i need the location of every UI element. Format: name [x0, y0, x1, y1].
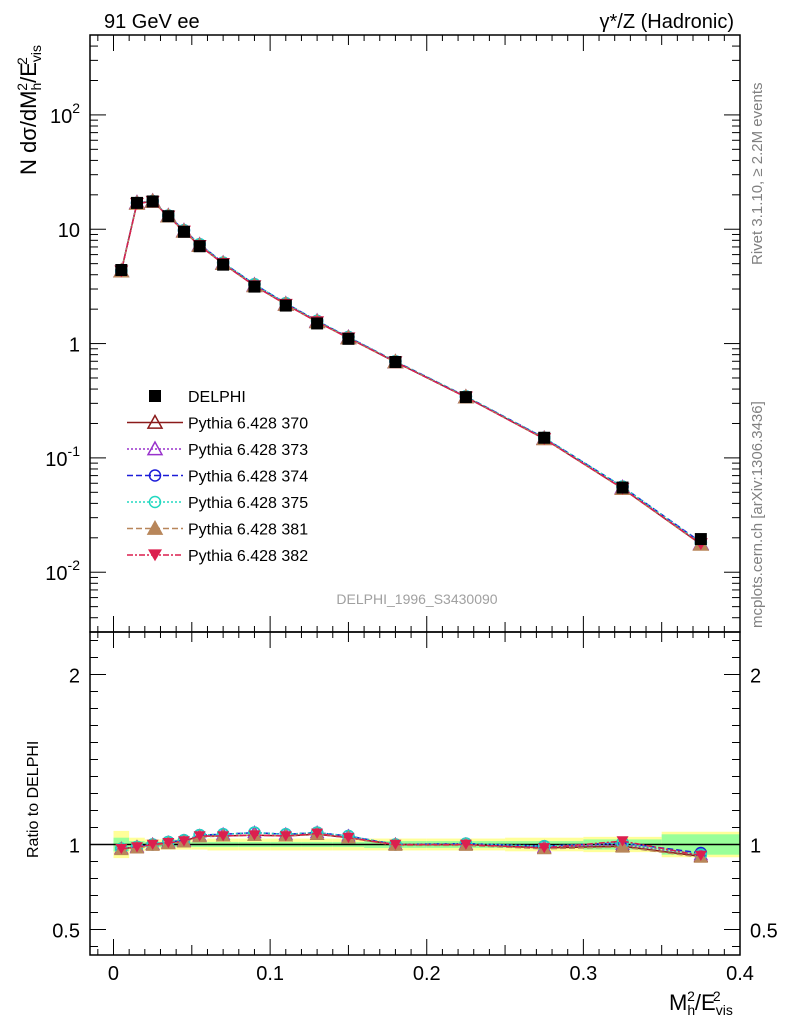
mcplots-label: mcplots.cern.ch [arXiv:1306.3436]: [749, 401, 766, 628]
legend-label: Pythia 6.428 382: [188, 548, 308, 565]
ratio-panel: 0.5 0.5 1 1 2 2 0 0.1 0.2 0.3 0.4: [52, 631, 778, 985]
legend-entry: Pythia 6.428 375: [127, 495, 308, 512]
legend-entry: Pythia 6.428 382: [127, 548, 308, 565]
data-point: [217, 258, 230, 271]
mc-point: [148, 549, 162, 562]
y-tick-label: 10-1: [45, 443, 80, 471]
series-line: [120, 200, 702, 545]
legend-entry: Pythia 6.428 381: [127, 519, 308, 539]
x-tick-label: 0: [108, 963, 119, 985]
legend-label: DELPHI: [188, 389, 246, 406]
mc-point: [146, 839, 159, 850]
mc-point: [389, 839, 402, 850]
data-point: [459, 391, 472, 404]
mc-point: [342, 832, 355, 844]
main-panel: 10-2 10-1 1 10 102: [45, 34, 741, 633]
analysis-label: DELPHI_1996_S3430090: [336, 591, 497, 607]
ratio-y-axis-title: Ratio to DELPHI: [25, 741, 42, 858]
data-point: [146, 195, 159, 208]
main-frame: [89, 34, 741, 633]
y-tick-label: 1: [69, 335, 80, 357]
ratio-line: [121, 832, 701, 857]
mc-point: [146, 413, 164, 429]
mc-point: [146, 440, 164, 456]
legend-entry: Pythia 6.428 373: [127, 440, 308, 459]
data-point: [279, 299, 292, 312]
y-tick-label-right: 0.5: [750, 921, 778, 943]
data-point: [177, 225, 190, 238]
y-tick-label: 102: [50, 100, 80, 128]
data-point: [342, 332, 355, 345]
data-point: [538, 431, 551, 444]
mc-point: [148, 469, 162, 482]
mc-point: [538, 843, 551, 854]
y-tick-label: 1: [69, 836, 80, 858]
series-line: [120, 200, 702, 543]
mc-point: [616, 836, 629, 847]
ratio-frame: [89, 631, 741, 956]
series-line: [120, 200, 702, 546]
legend-entry: Pythia 6.428 374: [127, 469, 308, 486]
process-label: γ*/Z (Hadronic): [600, 11, 734, 33]
mc-point: [130, 842, 143, 853]
data-point: [248, 280, 261, 293]
legend-label: Pythia 6.428 374: [188, 469, 308, 486]
mc-point: [311, 828, 324, 839]
x-tick-label: 0.2: [413, 963, 441, 985]
data-point: [616, 481, 629, 494]
mc-point: [279, 831, 292, 842]
x-axis-title: Mh2/Evis2: [669, 988, 733, 1018]
mc-point: [217, 831, 230, 842]
y-tick-label-right: 2: [750, 666, 761, 688]
legend-label: Pythia 6.428 370: [188, 416, 308, 433]
ratio-series-6: [115, 828, 707, 861]
y-tick-label-right: 1: [750, 836, 761, 858]
energy-label: 91 GeV ee: [104, 11, 200, 33]
legend-entry: Pythia 6.428 370: [127, 413, 308, 433]
data-point: [311, 317, 324, 330]
mc-point: [148, 495, 162, 509]
mc-point: [193, 831, 206, 842]
data-point: [389, 355, 402, 368]
data-point: [694, 533, 707, 546]
reference-series: [115, 195, 707, 546]
rivet-label: Rivet 3.1.10, ≥ 2.2M events: [749, 83, 766, 266]
x-tick-label: 0.3: [569, 963, 597, 985]
data-point: [115, 264, 128, 277]
mc-point: [459, 839, 472, 850]
data-point: [130, 196, 143, 209]
legend-label: Pythia 6.428 375: [188, 495, 308, 512]
mc-point: [694, 850, 707, 861]
mc-point: [162, 838, 175, 849]
mc-point: [177, 836, 190, 847]
mc-point: [248, 830, 261, 841]
data-point: [162, 210, 175, 223]
data-point: [149, 390, 161, 402]
legend-label: Pythia 6.428 373: [188, 442, 308, 459]
y-tick-label: 10-2: [45, 557, 80, 585]
y-tick-label: 2: [69, 666, 80, 688]
main-y-axis-title: N dσ/dMh2/Evis2: [14, 45, 44, 175]
y-tick-label: 10: [58, 220, 80, 242]
data-point: [193, 240, 206, 253]
legend: DELPHI Pythia 6.428 370 Pythia 6.428 373 Py…: [127, 389, 308, 565]
ratio-line: [121, 833, 701, 859]
legend-entry: DELPHI: [149, 389, 246, 406]
legend-label: Pythia 6.428 381: [188, 522, 308, 539]
x-tick-label: 0.1: [256, 963, 284, 985]
mc-point: [146, 519, 164, 535]
y-tick-label: 0.5: [52, 921, 80, 943]
mc-point: [115, 843, 128, 855]
x-tick-label: 0.4: [726, 963, 754, 985]
